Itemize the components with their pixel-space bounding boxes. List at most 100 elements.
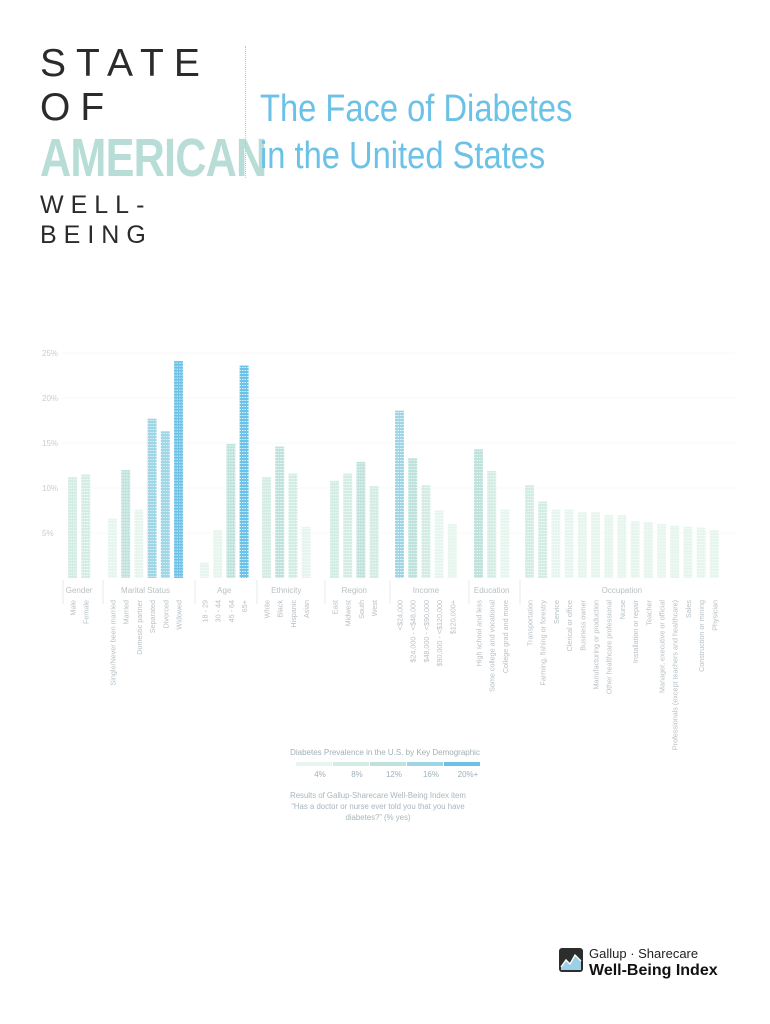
- category-label: Transportation: [526, 600, 535, 646]
- category-label: Installation or repair: [631, 599, 640, 663]
- brand-logo: STATE OF AMERICAN WELL-BEING: [40, 42, 267, 250]
- legend-label: 12%: [386, 770, 402, 779]
- bar: [434, 510, 444, 578]
- category-label: $120,000+: [448, 600, 457, 634]
- bar: [577, 512, 587, 578]
- bar: [643, 522, 653, 578]
- diabetes-prevalence-chart: 25% 20% 15% 10% 5% Gender Male Female Marital St…: [42, 349, 735, 822]
- bar: [421, 485, 431, 578]
- bar: [447, 524, 457, 578]
- category-label: $48,000 - <$90,000: [422, 600, 431, 663]
- legend-label: 4%: [314, 770, 326, 779]
- legend-note-line: diabetes?” (% yes): [345, 813, 410, 822]
- group-label: Marital Status: [121, 586, 170, 595]
- category-label: Construction or mining: [697, 600, 706, 672]
- group-label: Education: [474, 586, 510, 595]
- legend-note-line: Results of Gallup-Sharecare Well-Being I…: [290, 791, 466, 800]
- bar: [657, 524, 666, 578]
- bar: [288, 473, 298, 578]
- bar: [408, 458, 418, 578]
- bar: [474, 449, 483, 578]
- bar: [709, 530, 719, 578]
- bar: [301, 526, 311, 578]
- bar: [591, 512, 600, 578]
- y-tick-label: 10%: [42, 484, 58, 493]
- category-label: Hispanic: [289, 600, 298, 628]
- bar: [213, 530, 223, 578]
- category-label: Widowed: [175, 600, 184, 630]
- bar: [500, 509, 510, 578]
- y-tick-label: 5%: [42, 529, 54, 538]
- category-label: High school and less: [475, 600, 484, 667]
- category-label: Clerical or office: [565, 600, 574, 651]
- group-label: Occupation: [602, 586, 642, 595]
- bar: [630, 521, 640, 578]
- category-label: 18 - 29: [201, 600, 210, 622]
- category-label: Other healthcare professional: [605, 600, 614, 695]
- category-label: 45 - 64: [227, 600, 236, 622]
- category-label: <$24,000: [396, 600, 405, 630]
- bar: [121, 470, 131, 578]
- page-title-line2: in the United States: [260, 135, 546, 177]
- category-label: Female: [82, 600, 91, 624]
- category-label: Married: [122, 600, 131, 624]
- legend-swatch: [370, 762, 406, 766]
- group-label: Region: [342, 586, 367, 595]
- category-label: Manufacturing or production: [592, 600, 601, 690]
- bar: [160, 431, 170, 578]
- bar: [262, 477, 271, 578]
- legend-swatch: [296, 762, 332, 766]
- y-tick-label: 25%: [42, 349, 58, 358]
- y-tick-label: 15%: [42, 439, 58, 448]
- category-label: Physician: [710, 600, 719, 631]
- logo-gallup-sharecare-text: Gallup · Sharecare: [589, 946, 699, 961]
- category-label: White: [263, 600, 272, 618]
- bar: [239, 365, 249, 578]
- category-label: College grad and more: [501, 600, 510, 673]
- bar: [538, 501, 548, 578]
- category-label: Some college and vocational: [488, 600, 497, 692]
- category-label: Single/Never been married: [109, 600, 118, 686]
- legend-swatch: [333, 762, 369, 766]
- category-label: 65+: [240, 600, 249, 612]
- category-label: $90,000 - <$120,000: [435, 600, 444, 667]
- brand-line-state-of: STATE OF: [40, 42, 210, 129]
- category-label: 30 - 44: [214, 600, 223, 622]
- well-being-index-logo: Gallup · Sharecare Well-Being Index: [559, 946, 739, 990]
- group-label: Ethnicity: [271, 586, 301, 595]
- legend-note-line: “Has a doctor or nurse ever told you tha…: [291, 802, 464, 811]
- logo-well-being-index-text: Well-Being Index: [589, 962, 718, 979]
- category-label: Farming, fishing or forestry: [539, 600, 548, 686]
- category-label: Black: [276, 600, 285, 618]
- bar: [564, 509, 574, 578]
- category-label: Business owner: [578, 599, 587, 650]
- category-label: $24,000 - <$48,000: [409, 600, 418, 663]
- legend-label: 16%: [423, 770, 439, 779]
- bar: [670, 525, 680, 578]
- category-label: Domestic partner: [135, 599, 144, 654]
- bar: [369, 486, 379, 578]
- legend-title: Diabetes Prevalence in the U.S. by Key D…: [290, 748, 480, 757]
- bar: [330, 480, 339, 578]
- gallup-sharecare-logo-icon: [559, 948, 583, 972]
- category-label: Separated: [148, 600, 157, 633]
- brand-line-well-being: WELL-BEING: [40, 191, 153, 249]
- category-label: Male: [69, 600, 78, 616]
- page-title: The Face of Diabetes in the United State…: [260, 86, 604, 180]
- bar: [525, 485, 534, 578]
- bar: [108, 518, 117, 578]
- bar: [551, 509, 561, 578]
- legend-label: 20%+: [458, 770, 479, 779]
- bar: [696, 527, 706, 578]
- bar: [226, 443, 236, 578]
- bar: [174, 361, 183, 578]
- y-tick-label: 20%: [42, 394, 58, 403]
- header-divider: [245, 46, 246, 178]
- bar: [275, 446, 285, 578]
- bar: [68, 477, 77, 578]
- category-label: Divorced: [161, 600, 170, 628]
- category-label: Manager, executive or official: [658, 600, 667, 693]
- bar: [617, 515, 627, 578]
- category-label: Professionals (except teachers and healt…: [671, 600, 680, 750]
- category-label: Nurse: [618, 600, 627, 619]
